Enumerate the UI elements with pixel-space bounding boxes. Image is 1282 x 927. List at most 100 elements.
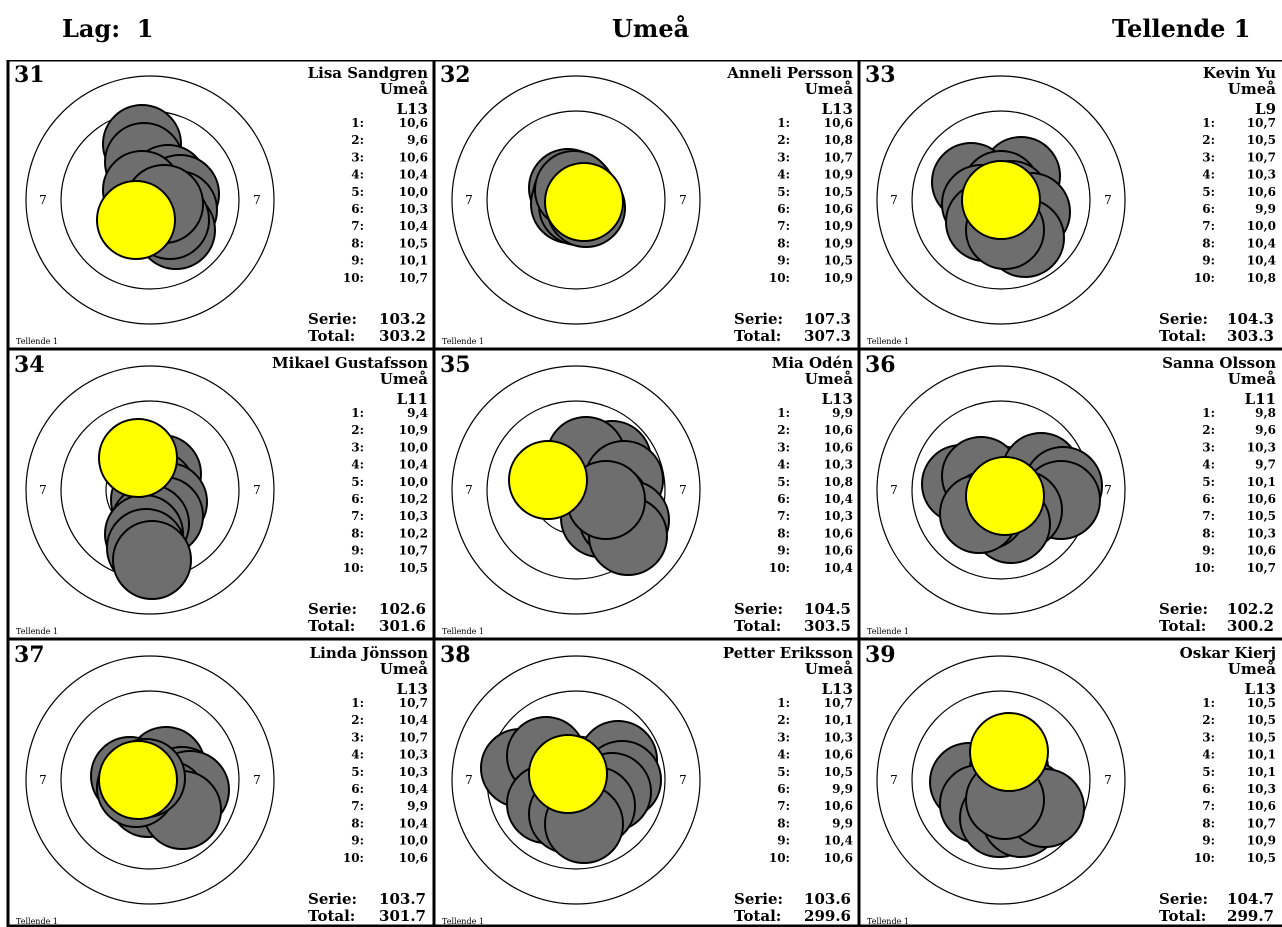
shot-value: 10,9	[399, 423, 428, 437]
ring-label-right: 7	[253, 773, 261, 787]
shot-value: 10,3	[1247, 782, 1276, 796]
series-value: 104.7	[1227, 890, 1274, 908]
shot-number: 7:	[351, 219, 364, 233]
shot-number: 3:	[351, 440, 364, 454]
shot-value: 10,9	[824, 219, 853, 233]
series-label: Serie:	[308, 890, 357, 908]
lane-label: L11	[397, 390, 428, 408]
shot-value: 9,4	[407, 406, 428, 420]
shot-number: 4:	[1202, 458, 1215, 472]
target-ring-1	[876, 365, 1126, 615]
target-ring-1	[876, 655, 1126, 905]
shot-value: 10,7	[1247, 150, 1276, 164]
team-label: Lag: 1	[62, 14, 154, 43]
ring-label-right: 7	[253, 193, 261, 207]
shot-value: 9,9	[407, 799, 428, 813]
total-value: 299.6	[804, 907, 851, 925]
shooter-number: 39	[865, 642, 896, 668]
shot-number: 7:	[1202, 799, 1215, 813]
shot-number: 6:	[777, 492, 790, 506]
shot-number: 3:	[777, 150, 790, 164]
shot-number: 4:	[777, 748, 790, 762]
footer-label: Tellende 1	[442, 337, 484, 346]
shot-number: 3:	[1202, 730, 1215, 744]
shot-value: 10,7	[824, 150, 853, 164]
shot-number: 10:	[769, 561, 790, 575]
shot-value: 10,6	[399, 116, 428, 130]
lane-label: L13	[397, 680, 428, 698]
footer-label: Tellende 1	[867, 917, 909, 926]
target-ring-2	[911, 690, 1091, 870]
last-hit-marker	[965, 456, 1045, 536]
shooter-club: Umeå	[1228, 80, 1276, 98]
shot-value: 9,9	[832, 782, 853, 796]
shot-number: 4:	[777, 458, 790, 472]
ring-label-right: 7	[1104, 773, 1112, 787]
ring-label-left: 7	[39, 483, 47, 497]
shot-value: 10,2	[399, 526, 428, 540]
shot-value: 10,0	[1247, 219, 1276, 233]
shot-value: 10,1	[1247, 475, 1276, 489]
shot-value: 10,4	[824, 834, 853, 848]
shot-value: 10,6	[399, 150, 428, 164]
footer-label: Tellende 1	[16, 337, 58, 346]
shot-value: 10,4	[399, 782, 428, 796]
ring-label-left: 7	[39, 193, 47, 207]
shot-value: 10,7	[399, 271, 428, 285]
total-value: 300.2	[1227, 617, 1274, 635]
total-label: Total:	[308, 617, 355, 635]
target-ring-1	[451, 365, 701, 615]
shot-number: 6:	[351, 202, 364, 216]
shooter-number: 32	[440, 62, 471, 88]
shot-value: 10,3	[399, 509, 428, 523]
shooter-number: 33	[865, 62, 896, 88]
shooter-club: Umeå	[380, 80, 428, 98]
shot-value: 10,0	[399, 834, 428, 848]
shot-number: 2:	[1202, 423, 1215, 437]
team-label-text: Lag:	[62, 14, 121, 43]
shot-value: 10,5	[399, 236, 428, 250]
series-value: 103.7	[379, 890, 426, 908]
total-value: 301.6	[379, 617, 426, 635]
last-hit-marker	[98, 740, 178, 820]
total-value: 307.3	[804, 327, 851, 345]
total-label: Total:	[1159, 327, 1206, 345]
shot-value: 10,6	[824, 116, 853, 130]
shot-number: 8:	[351, 526, 364, 540]
total-label: Total:	[308, 327, 355, 345]
last-hit-marker	[98, 418, 178, 498]
shot-value: 10,8	[824, 475, 853, 489]
ring-label-right: 7	[1104, 483, 1112, 497]
shot-number: 6:	[1202, 492, 1215, 506]
shot-value: 10,6	[1247, 185, 1276, 199]
target-grid: 31 7 7 Lisa Sandgren Umeå L13 1: 10,6 2: 9,6 3: 10,…	[0, 60, 1282, 927]
shot-number: 1:	[351, 116, 364, 130]
shot-value: 10,2	[399, 492, 428, 506]
shot-value: 10,4	[1247, 254, 1276, 268]
shooter-club: Umeå	[805, 80, 853, 98]
shot-number: 9:	[351, 834, 364, 848]
shot-number: 2:	[351, 423, 364, 437]
shot-value: 10,6	[1247, 492, 1276, 506]
lane-label: L13	[822, 390, 853, 408]
shooter-number: 38	[440, 642, 471, 668]
header-bar: Lag: 1 Umeå Tellende 1	[0, 0, 1282, 60]
shooter-name: Kevin Yu	[1203, 64, 1276, 82]
shot-number: 3:	[351, 730, 364, 744]
target-ring-1	[25, 75, 275, 325]
shot-number: 4:	[1202, 748, 1215, 762]
shot-value: 10,3	[824, 458, 853, 472]
shot-value: 10,5	[824, 185, 853, 199]
shot-number: 5:	[777, 475, 790, 489]
shot-value: 9,7	[1255, 458, 1276, 472]
shot-number: 2:	[777, 713, 790, 727]
target-ring-2	[911, 110, 1091, 290]
shot-number: 4:	[351, 748, 364, 762]
shot-value: 10,5	[1247, 730, 1276, 744]
shooter-name: Sanna Olsson	[1162, 354, 1276, 372]
shot-value: 10,4	[399, 219, 428, 233]
